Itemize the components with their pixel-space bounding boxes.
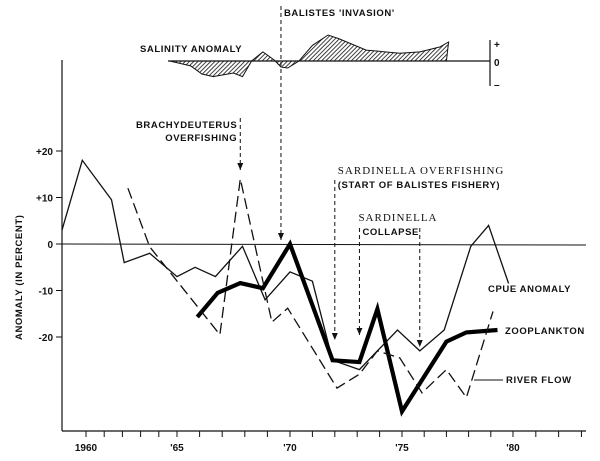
y-tick-label: 0 <box>47 240 53 251</box>
arrow-head-icon <box>416 340 423 347</box>
axes: ANOMALY (IN PERCENT) +20 +10 0 -10 -20 1960 '… <box>14 60 587 454</box>
sardinella-collapse-label: COLLAPSE <box>362 227 419 238</box>
series-cpue-anomaly <box>61 158 510 371</box>
salinity-plus: + <box>494 40 500 51</box>
zero-line <box>61 243 587 246</box>
arrow-head-icon <box>331 333 338 340</box>
label-zooplankton: ZOOPLANKTON <box>505 326 585 337</box>
series-river-flow <box>127 178 494 399</box>
y-tick-label: +10 <box>36 194 53 205</box>
arrow-head-icon <box>356 328 363 335</box>
start-of-balistes-fishery-label: (START OF BALISTES FISHERY) <box>338 180 500 191</box>
y-axis-label: ANOMALY (IN PERCENT) <box>14 215 25 340</box>
salinity-area <box>169 34 450 78</box>
x-tick-label: '75 <box>395 443 409 454</box>
x-tick-label: 1960 <box>75 443 98 454</box>
arrow-head-icon <box>237 163 244 170</box>
balistes-invasion-label: BALISTES 'INVASION' <box>284 8 395 19</box>
salinity-label: SALINITY ANOMALY <box>140 44 242 55</box>
label-cpue-anomaly: CPUE ANOMALY <box>488 284 571 295</box>
x-tick-label: '80 <box>506 443 520 454</box>
brachydeuterus-label: BRACHYDEUTERUS <box>136 120 237 131</box>
y-tick-label: -10 <box>39 287 54 298</box>
sardinella-collapse-label: SARDINELLA <box>358 212 437 224</box>
y-tick-label: -20 <box>39 333 54 344</box>
salinity-panel: SALINITY ANOMALY + 0 – <box>140 34 500 91</box>
arrow-head-icon <box>277 233 284 240</box>
label-river-flow: RIVER FLOW <box>506 375 572 386</box>
sardinella-overfishing-label: SARDINELLA OVERFISHING <box>338 165 505 177</box>
salinity-zero: 0 <box>494 58 500 69</box>
brachydeuterus-label: OVERFISHING <box>165 133 237 144</box>
y-tick-label: +20 <box>36 147 53 158</box>
series-zooplankton <box>195 239 498 417</box>
salinity-minus: – <box>494 80 500 91</box>
x-tick-label: '65 <box>170 443 184 454</box>
x-tick-label: '70 <box>283 443 297 454</box>
